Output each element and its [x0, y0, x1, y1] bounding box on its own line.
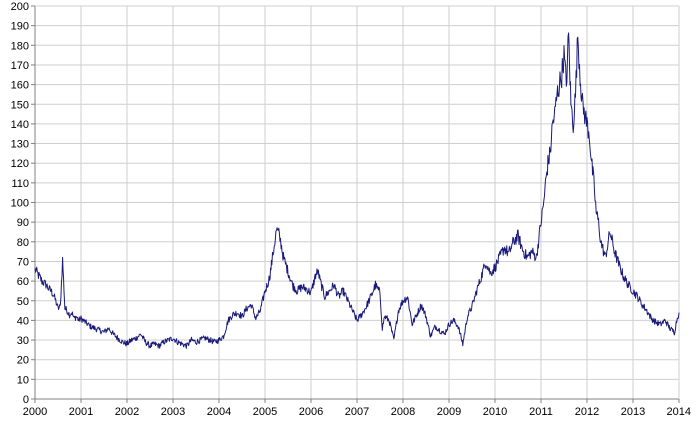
y-tick-label: 80: [17, 237, 29, 249]
x-tick-label: 2008: [391, 406, 415, 418]
x-tick-label: 2005: [253, 406, 277, 418]
x-tick-label: 2004: [207, 406, 231, 418]
y-tick-label: 10: [17, 374, 29, 386]
x-tick-label: 2006: [299, 406, 323, 418]
y-tick-label: 0: [23, 394, 29, 406]
series-group: [34, 32, 680, 349]
y-tick-label: 160: [11, 80, 29, 92]
x-tick-label: 2002: [115, 406, 139, 418]
y-tick-label: 30: [17, 335, 29, 347]
y-tick-label: 170: [11, 60, 29, 72]
x-tick-label: 2011: [529, 406, 553, 418]
x-axis-ticks: 2000 2001 2002 2003 2004 2005 2006 2007 2008 2009…: [23, 399, 691, 418]
y-tick-label: 110: [11, 178, 29, 190]
series-line: [34, 32, 680, 349]
x-tick-label: 2001: [69, 406, 93, 418]
x-tick-label: 2009: [437, 406, 461, 418]
y-tick-label: 100: [11, 198, 29, 210]
y-tick-label: 70: [17, 256, 29, 268]
y-tick-label: 40: [17, 315, 29, 327]
x-tick-label: 2013: [621, 406, 645, 418]
y-tick-label: 60: [17, 276, 29, 288]
y-tick-label: 150: [11, 99, 29, 111]
y-axis-ticks: 0 10 20 30 40 50 60 70 80 90 100 110 120 130 140 150 160…: [11, 1, 35, 406]
y-tick-label: 20: [17, 355, 29, 367]
y-tick-label: 90: [17, 217, 29, 229]
y-tick-label: 130: [11, 139, 29, 151]
y-tick-label: 190: [11, 21, 29, 33]
x-tick-label: 2010: [483, 406, 507, 418]
x-tick-label: 2014: [667, 406, 691, 418]
y-tick-label: 120: [11, 158, 29, 170]
x-tick-label: 2012: [575, 406, 599, 418]
x-tick-label: 2007: [345, 406, 369, 418]
y-tick-label: 180: [11, 40, 29, 52]
x-tick-label: 2003: [161, 406, 185, 418]
y-tick-label: 200: [11, 1, 29, 13]
x-tick-label: 2000: [23, 406, 47, 418]
y-tick-label: 50: [17, 296, 29, 308]
y-tick-label: 140: [11, 119, 29, 131]
